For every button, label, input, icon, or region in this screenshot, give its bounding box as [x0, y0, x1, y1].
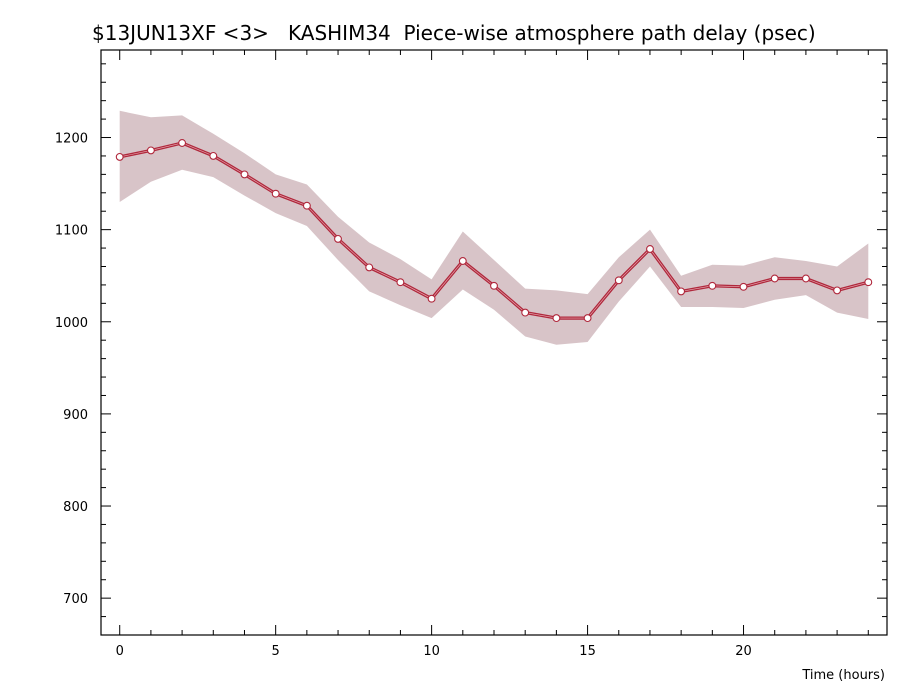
y-tick-label: 800 [63, 500, 88, 515]
data-point [833, 286, 842, 295]
data-point [864, 278, 873, 287]
data-point [677, 287, 686, 296]
data-point [115, 152, 124, 161]
data-point-layer [115, 139, 873, 323]
x-tick-label: 0 [116, 644, 124, 659]
data-point [583, 314, 592, 323]
uncertainty-band-layer [119, 110, 869, 345]
data-point [146, 146, 155, 155]
data-point [490, 281, 498, 290]
data-point [271, 189, 280, 198]
y-tick-label: 1100 [55, 224, 88, 239]
data-point [396, 278, 405, 287]
y-tick-label: 700 [63, 592, 88, 607]
data-point [302, 201, 311, 210]
data-point [178, 139, 187, 147]
x-tick-label: 15 [579, 644, 596, 659]
data-point [427, 294, 436, 303]
data-point [646, 245, 654, 253]
y-tick-label: 1200 [55, 132, 88, 147]
x-tick-label: 10 [423, 644, 440, 659]
data-point [521, 308, 530, 317]
tick-labels: 0 5 10 15 20 700 800 900 1000 1100 1200 [55, 132, 752, 659]
x-tick-label: 20 [735, 644, 752, 659]
x-tick-label: 5 [272, 644, 280, 659]
data-point [209, 151, 218, 160]
data-point [334, 234, 342, 243]
chart-title: $13JUN13XF <3> KASHIM34 Piece-wise atmos… [92, 21, 816, 45]
data-point [365, 263, 374, 272]
data-point [240, 170, 249, 179]
data-point [708, 281, 717, 290]
y-tick-label: 900 [63, 408, 88, 423]
axis-ticks [101, 50, 887, 635]
data-point [801, 274, 810, 283]
data-point [614, 276, 623, 285]
data-point [770, 274, 779, 283]
data-point [458, 257, 467, 265]
data-point [739, 282, 748, 291]
uncertainty-band [119, 110, 869, 345]
y-tick-label: 1000 [55, 316, 88, 331]
data-point [552, 314, 561, 323]
x-axis-label: Time (hours) [801, 668, 885, 683]
